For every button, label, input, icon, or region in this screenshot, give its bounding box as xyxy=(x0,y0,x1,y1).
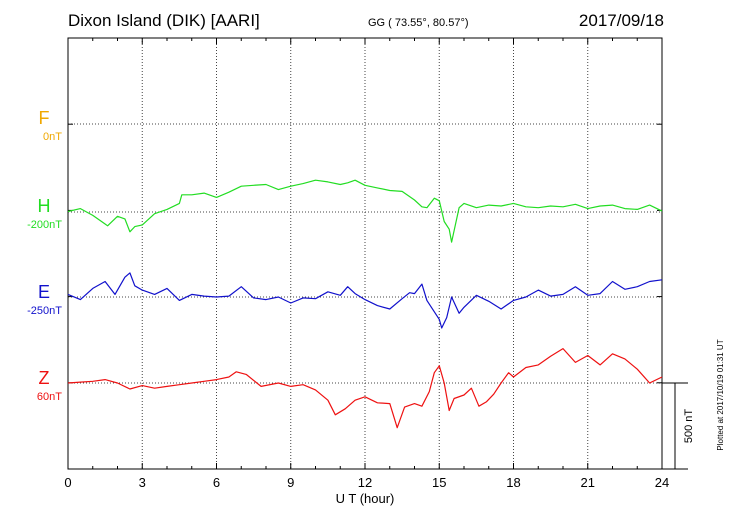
series-name-e: E xyxy=(38,282,50,302)
series-name-f: F xyxy=(39,108,50,128)
series-baseline-z: 60nT xyxy=(37,391,62,403)
x-tick-label: 15 xyxy=(432,475,446,490)
series-baseline-f: 0nT xyxy=(43,131,62,143)
series-baseline-e: -250nT xyxy=(27,305,62,317)
x-tick-label: 0 xyxy=(64,475,71,490)
plotted-note: Plotted at 2017/10/19 01:31 UT xyxy=(716,339,725,450)
x-tick-label: 12 xyxy=(358,475,372,490)
chart-date: 2017/09/18 xyxy=(579,11,664,30)
station-title: Dixon Island (DIK) [AARI] xyxy=(68,11,260,30)
series-line-e xyxy=(67,272,663,329)
series-name-z: Z xyxy=(39,368,50,388)
series-lines xyxy=(67,179,663,429)
x-tick-label: 21 xyxy=(581,475,595,490)
series-labels: F 0nT H -200nT E -250nT Z 60nT xyxy=(27,108,62,403)
series-line-h xyxy=(67,179,663,243)
station-coords: GG ( 73.55°, 80.57°) xyxy=(368,17,469,29)
series-name-h: H xyxy=(38,196,51,216)
x-tick-label: 18 xyxy=(506,475,520,490)
grid-lines xyxy=(68,38,662,469)
x-axis-label: U T (hour) xyxy=(336,491,395,506)
series-baseline-h: -200nT xyxy=(27,219,62,231)
x-tick-label: 24 xyxy=(655,475,669,490)
x-tick-label: 6 xyxy=(213,475,220,490)
x-tick-label: 9 xyxy=(287,475,294,490)
scale-bar-label: 500 nT xyxy=(683,409,695,444)
series-line-z xyxy=(67,348,663,429)
x-tick-label: 3 xyxy=(139,475,146,490)
scale-bar: 500 nT xyxy=(662,382,695,470)
x-tick-labels: 0 3 6 9 12 15 18 21 24 xyxy=(64,475,669,490)
